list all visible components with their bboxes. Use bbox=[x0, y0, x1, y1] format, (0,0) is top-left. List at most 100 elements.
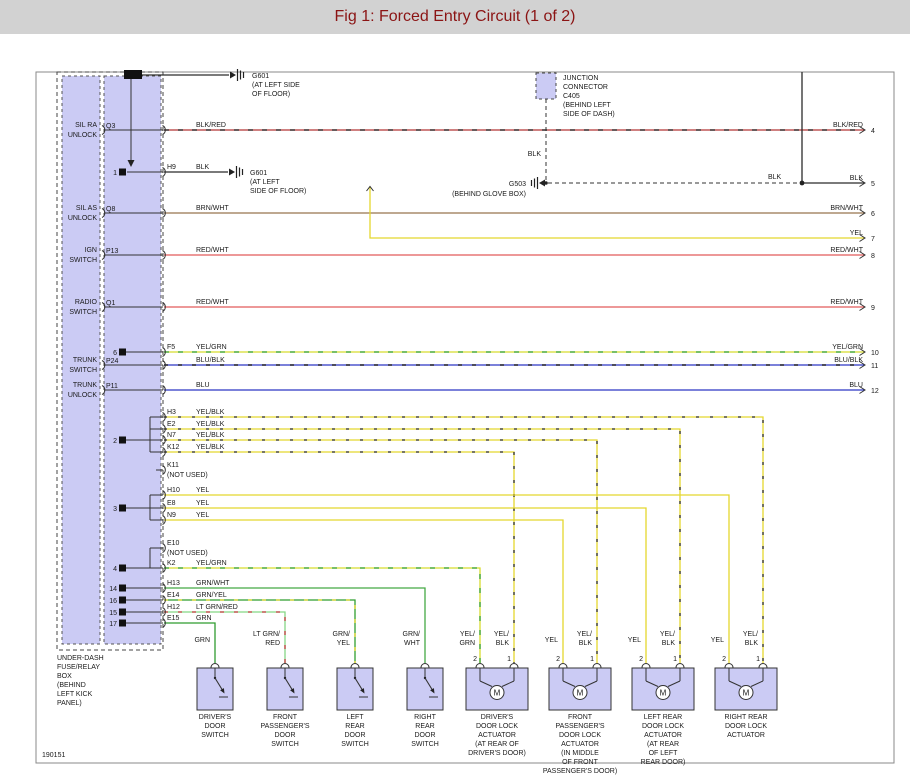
diagram-label: SWITCH bbox=[69, 367, 97, 374]
diagram-label: YEL bbox=[196, 500, 209, 507]
wire-e15-grn bbox=[164, 622, 216, 663]
pin-terminal bbox=[119, 348, 126, 356]
diagram-label: 1 bbox=[673, 656, 677, 663]
diagram-label: YEL/GRN bbox=[196, 560, 227, 567]
diagram-label: GRN/ bbox=[403, 631, 421, 638]
pin-terminal bbox=[119, 596, 126, 604]
connector-arc bbox=[210, 663, 220, 668]
diagram-label: K11 bbox=[167, 462, 179, 469]
diagram-label: 9 bbox=[871, 305, 875, 312]
diagram-label: BRN/WHT bbox=[196, 205, 229, 212]
connector-arc bbox=[162, 424, 166, 434]
diagram-label: DRIVER'S bbox=[199, 714, 232, 721]
diagram-label: 1 bbox=[507, 656, 511, 663]
pin-terminal bbox=[119, 619, 126, 627]
diagram-label: PASSENGER'S DOOR) bbox=[543, 768, 617, 775]
diagram-label: 190151 bbox=[42, 752, 65, 759]
diagram-label: YEL/BLK bbox=[196, 444, 225, 451]
wire-n7-yel-blk-stripe bbox=[164, 439, 598, 663]
connector-arc bbox=[350, 663, 360, 668]
actuator-lead bbox=[728, 680, 742, 687]
diagram-label: 15 bbox=[109, 610, 117, 617]
diagram-label: K12 bbox=[167, 444, 180, 451]
connector-arc bbox=[101, 125, 106, 135]
actuator-lead bbox=[667, 680, 681, 687]
connector-arc bbox=[280, 663, 290, 668]
connector-arc bbox=[162, 208, 166, 218]
diagram-label: PASSENGER'S bbox=[260, 723, 309, 730]
diagram-label: GRN/WHT bbox=[196, 580, 230, 587]
diagram-label: RED/WHT bbox=[196, 299, 229, 306]
exit-arrow bbox=[859, 303, 866, 311]
diagram-label: SWITCH bbox=[271, 741, 299, 748]
connector-arc bbox=[162, 250, 166, 260]
diagram-label: DOOR LOCK bbox=[476, 723, 518, 730]
connector-arc bbox=[558, 663, 568, 668]
diagram-label: REAR bbox=[415, 723, 434, 730]
diagram-label: RED/WHT bbox=[830, 247, 863, 254]
diagram-label: H10 bbox=[167, 487, 180, 494]
wire-k2-yel-grn-stripe bbox=[164, 567, 481, 663]
connector-arc bbox=[162, 618, 166, 628]
diagram-label: (BEHIND LEFT bbox=[563, 102, 612, 109]
diagram-label: E14 bbox=[167, 592, 180, 599]
diagram-label: CONNECTOR bbox=[563, 84, 608, 91]
diagram-label: 14 bbox=[109, 586, 117, 593]
connector-arc bbox=[162, 490, 166, 500]
diagram-label: Q8 bbox=[106, 206, 115, 213]
diagram-label: DOOR LOCK bbox=[642, 723, 684, 730]
diagram-label: YEL bbox=[711, 637, 724, 644]
diagram-label: SIDE OF DASH) bbox=[563, 111, 615, 118]
diagram-label: FRONT bbox=[273, 714, 298, 721]
diagram-label: SWITCH bbox=[69, 309, 97, 316]
wire-e2-yel-blk-stripe bbox=[164, 428, 681, 663]
diagram-label: BLU/BLK bbox=[196, 357, 225, 364]
diagram-label: UNLOCK bbox=[68, 215, 98, 222]
switch-blade bbox=[214, 677, 224, 692]
diagram-label: LT GRN/RED bbox=[196, 604, 238, 611]
wire-h12-ltgrn-red-stripe bbox=[164, 611, 286, 663]
diagram-label: (BEHIND bbox=[57, 682, 86, 689]
connector-arc bbox=[162, 447, 166, 457]
diagram-label: LT GRN/ bbox=[253, 631, 280, 638]
diagram-label: G601 bbox=[250, 170, 267, 177]
diagram-label: IGN bbox=[85, 247, 97, 254]
switch-blade bbox=[284, 677, 294, 692]
motor-letter: M bbox=[743, 689, 750, 698]
connector-arc bbox=[509, 663, 519, 668]
pin-terminal bbox=[119, 584, 126, 592]
connector-arc bbox=[101, 360, 106, 370]
diagram-label: 4 bbox=[871, 128, 875, 135]
connector-arc bbox=[162, 302, 166, 312]
diagram-label: BLK bbox=[579, 640, 593, 647]
connector-arc bbox=[420, 663, 430, 668]
diagram-label: P24 bbox=[106, 358, 119, 365]
diagram-label: SWITCH bbox=[411, 741, 439, 748]
diagram-label: YEL bbox=[337, 640, 350, 647]
diagram-label: BLU/BLK bbox=[834, 357, 863, 364]
diagram-label: TRUNK bbox=[73, 382, 97, 389]
diagram-label: 2 bbox=[473, 656, 477, 663]
diagram-label: 12 bbox=[871, 388, 879, 395]
switch-arrow bbox=[360, 688, 365, 694]
connector-arc bbox=[641, 663, 651, 668]
diagram-label: H13 bbox=[167, 580, 180, 587]
diagram-border bbox=[35, 71, 895, 764]
diagram-label: UNLOCK bbox=[68, 132, 98, 139]
exit-arrow bbox=[859, 209, 866, 217]
figure-title: Fig 1: Forced Entry Circuit (1 of 2) bbox=[334, 8, 576, 25]
motor-circle bbox=[572, 685, 588, 700]
diagram-label: FRONT bbox=[568, 714, 593, 721]
diagram-label: RED/WHT bbox=[196, 247, 229, 254]
motor-circle bbox=[655, 685, 671, 700]
pin-terminal bbox=[119, 504, 126, 512]
diagram-label: BLK/RED bbox=[833, 122, 863, 129]
motor-circle bbox=[738, 685, 754, 700]
switch-arrow bbox=[430, 688, 435, 694]
wire-h3-yel-blk bbox=[164, 416, 764, 663]
diagram-label: SWITCH bbox=[341, 741, 369, 748]
connector-arc bbox=[592, 663, 602, 668]
diagram-label: BLK bbox=[850, 175, 864, 182]
actuator-lead bbox=[750, 680, 764, 687]
ground-g601 bbox=[229, 168, 235, 176]
